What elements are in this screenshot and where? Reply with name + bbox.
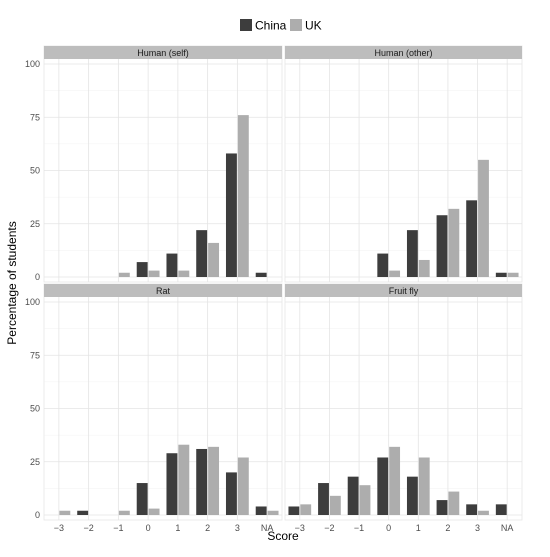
bar-uk xyxy=(148,270,160,277)
panel-strip xyxy=(44,46,282,59)
x-tick-label: 3 xyxy=(475,523,480,533)
bar-china xyxy=(466,504,478,515)
panel-title: Human (other) xyxy=(374,48,432,58)
panel-1: Human (other) xyxy=(284,45,523,283)
panel-strip xyxy=(285,284,522,297)
bar-uk xyxy=(359,485,371,515)
x-tick-label: −3 xyxy=(295,523,305,533)
bar-uk xyxy=(148,508,160,515)
bar-uk xyxy=(118,510,130,515)
x-tick-label: 1 xyxy=(416,523,421,533)
x-tick-label: 2 xyxy=(445,523,450,533)
bar-china xyxy=(255,272,267,277)
bar-uk xyxy=(329,495,341,515)
y-tick-label: 25 xyxy=(30,219,40,229)
bar-uk xyxy=(237,115,249,278)
x-axis-title: Score xyxy=(267,529,299,543)
bar-uk xyxy=(418,457,430,515)
x-tick-label: 2 xyxy=(205,523,210,533)
bar-uk xyxy=(208,242,220,277)
bar-china xyxy=(136,262,148,277)
y-tick-label: 100 xyxy=(25,297,40,307)
x-tick-label: −2 xyxy=(83,523,93,533)
bar-china xyxy=(377,253,389,277)
panel-3: Fruit fly xyxy=(284,283,523,521)
x-tick-label: 1 xyxy=(175,523,180,533)
bar-china xyxy=(166,253,178,277)
bar-china xyxy=(288,506,300,515)
bar-china xyxy=(318,483,329,515)
bar-uk xyxy=(300,504,312,515)
bar-uk xyxy=(178,444,190,515)
x-tick-label: NA xyxy=(501,523,514,533)
bar-china xyxy=(347,476,359,515)
bar-china xyxy=(406,230,418,277)
bar-china xyxy=(377,457,389,515)
y-axis-ticks: 0 25 50 75 100 0 25 50 75 100 xyxy=(25,59,40,520)
legend: China UK xyxy=(240,19,322,33)
bar-uk xyxy=(448,208,460,277)
x-tick-label: −1 xyxy=(113,523,123,533)
bar-china xyxy=(166,453,178,515)
bar-china xyxy=(495,272,507,277)
panel-title: Fruit fly xyxy=(389,286,419,296)
y-tick-label: 25 xyxy=(30,457,40,467)
y-tick-label: 75 xyxy=(30,112,40,122)
bar-china xyxy=(196,448,208,515)
bar-china xyxy=(225,153,237,277)
panel-background xyxy=(284,283,523,521)
y-tick-label: 50 xyxy=(30,166,40,176)
y-tick-label: 100 xyxy=(25,59,40,69)
bar-china xyxy=(225,472,237,515)
bar-china xyxy=(406,476,418,515)
panel-0: Human (self) xyxy=(43,45,283,283)
legend-swatch-uk xyxy=(290,19,302,31)
bar-uk xyxy=(389,270,401,277)
panel-strip xyxy=(44,284,282,297)
y-axis-title: Percentage of students xyxy=(5,221,19,344)
bar-uk xyxy=(507,272,519,277)
bar-china xyxy=(466,200,478,277)
x-tick-label: −3 xyxy=(54,523,64,533)
bar-china xyxy=(436,500,448,515)
x-tick-label: NA xyxy=(261,523,274,533)
bar-uk xyxy=(59,510,71,515)
bar-china xyxy=(136,483,148,515)
x-tick-label: 3 xyxy=(235,523,240,533)
x-tick-label: 0 xyxy=(146,523,151,533)
bar-uk xyxy=(478,510,489,515)
y-tick-label: 0 xyxy=(35,272,40,282)
bar-uk xyxy=(418,259,430,277)
bar-uk xyxy=(208,446,220,515)
x-tick-label: −2 xyxy=(324,523,334,533)
bar-uk xyxy=(448,491,460,515)
legend-label-uk: UK xyxy=(305,19,322,33)
chart-panels: Human (self) Human (other) Rat Fruit fly xyxy=(43,45,523,521)
panel-title: Human (self) xyxy=(137,48,189,58)
bar-uk xyxy=(267,510,279,515)
y-tick-label: 0 xyxy=(35,510,40,520)
panel-strip xyxy=(285,46,522,59)
y-tick-label: 50 xyxy=(30,404,40,414)
bar-uk xyxy=(478,159,489,277)
legend-swatch-china xyxy=(240,19,252,31)
bar-uk xyxy=(389,446,401,515)
bar-china xyxy=(495,504,507,515)
panel-title: Rat xyxy=(156,286,171,296)
x-tick-label: −1 xyxy=(354,523,364,533)
x-axis-ticks: −3 −2 −1 0 1 2 3 NA −3 −2 −1 0 1 2 3 NA xyxy=(54,523,514,533)
bar-uk xyxy=(178,270,190,277)
y-tick-label: 75 xyxy=(30,350,40,360)
panel-2: Rat xyxy=(43,283,283,521)
bar-china xyxy=(196,230,208,277)
bar-china xyxy=(77,510,89,515)
bar-china xyxy=(436,215,448,277)
bar-china xyxy=(255,506,267,515)
bar-uk xyxy=(118,272,130,277)
bar-uk xyxy=(237,457,249,515)
legend-label-china: China xyxy=(255,19,287,33)
x-tick-label: 0 xyxy=(386,523,391,533)
